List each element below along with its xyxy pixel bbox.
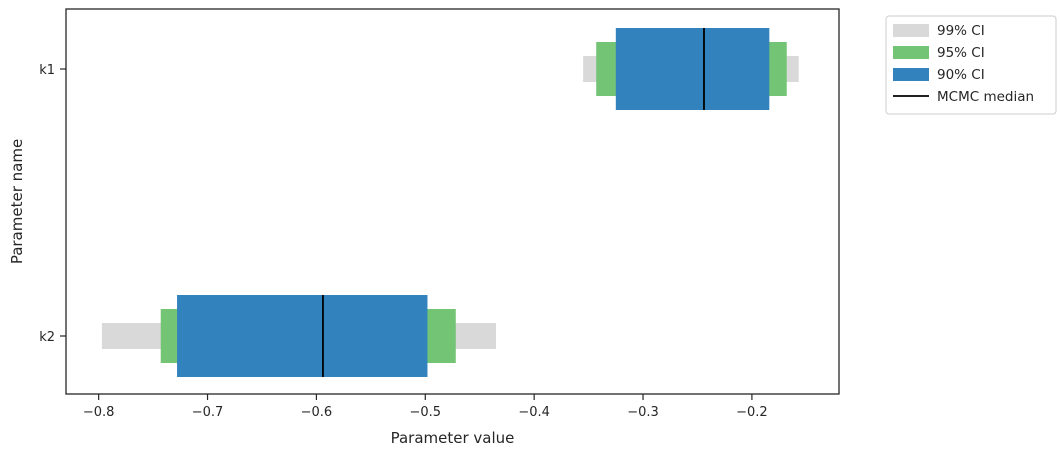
legend-box (885, 15, 1057, 115)
y-axis-label: Parameter name (8, 139, 26, 264)
x-tick-label: −0.8 (83, 405, 115, 420)
x-axis-label: Parameter value (391, 429, 515, 447)
x-tick-label: −0.6 (301, 405, 333, 420)
x-tick-label: −0.4 (518, 405, 550, 420)
y-tick-label-k1: k1 (39, 63, 55, 78)
y-tick-label-k2: k2 (39, 330, 55, 345)
axes: −0.8 −0.7 −0.6 −0.5 −0.4 −0.3 −0.2 k1 k2 (39, 63, 768, 420)
legend-label: 90% CI (937, 67, 985, 83)
legend: 99% CI 95% CI 90% CI MCMC median (885, 15, 1057, 115)
ci-bar-k2-3 (177, 295, 428, 377)
x-tick-label: −0.7 (192, 405, 224, 420)
legend-label: 95% CI (937, 45, 985, 61)
plot-area (101, 28, 799, 377)
plot-frame (65, 8, 840, 395)
legend-label: MCMC median (937, 89, 1034, 105)
x-tick-label: −0.2 (736, 405, 768, 420)
x-tick-label: −0.3 (627, 405, 659, 420)
legend-swatch (893, 68, 929, 81)
legend-swatch (893, 24, 929, 37)
x-tick-label: −0.5 (409, 405, 441, 420)
ci-bar-k1-3 (615, 28, 770, 110)
legend-label: 99% CI (937, 23, 985, 39)
legend-swatch (893, 46, 929, 59)
